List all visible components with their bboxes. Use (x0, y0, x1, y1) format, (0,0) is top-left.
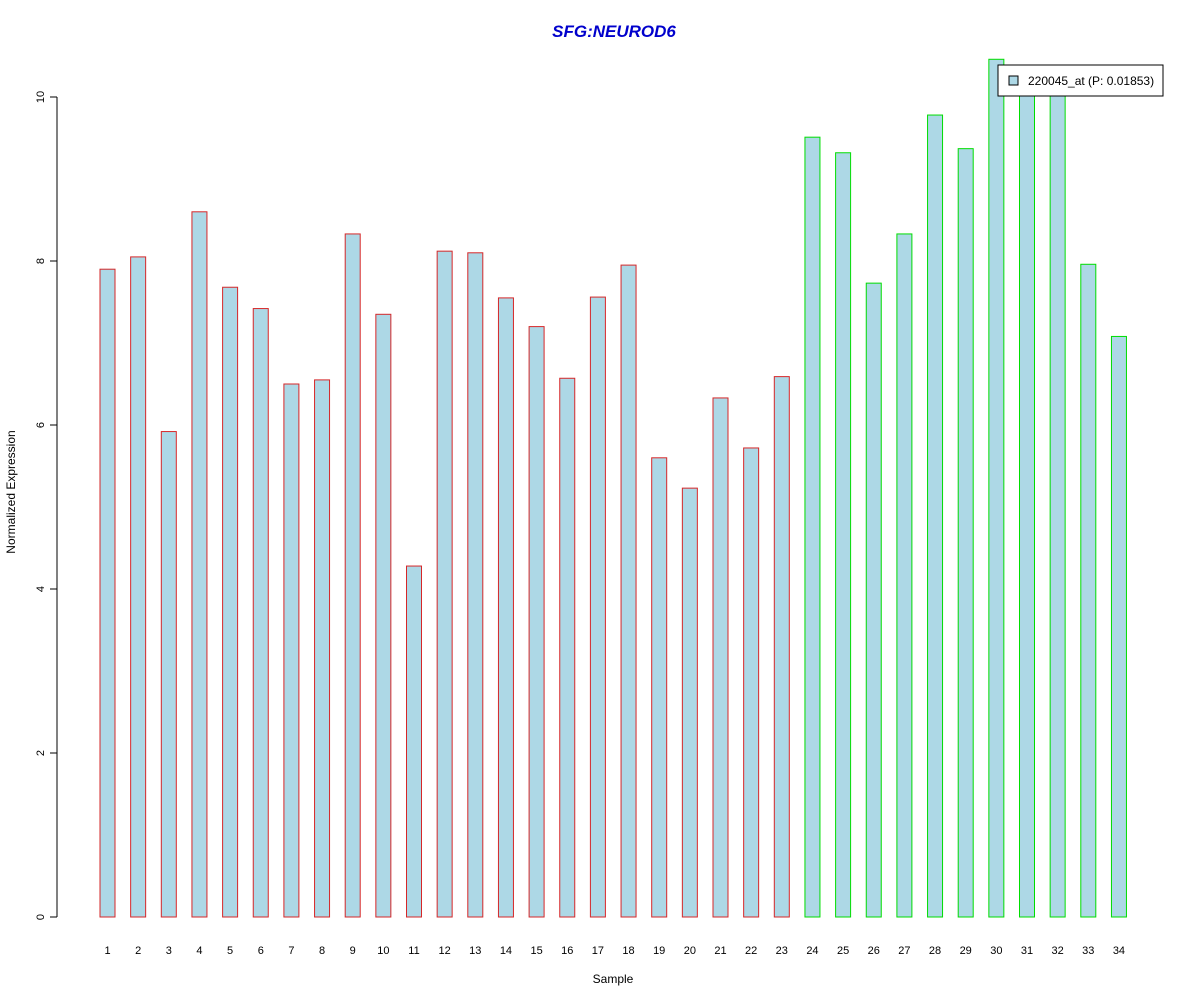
x-tick-label: 3 (166, 945, 172, 957)
bar-sample-27 (896, 233, 913, 918)
legend: 220045_at (P: 0.01853) (997, 64, 1164, 97)
x-tick-label: 32 (1052, 945, 1064, 957)
x-tick-label: 13 (469, 945, 481, 957)
bar-sample-22 (743, 447, 760, 918)
y-tick-label: 8 (35, 258, 47, 264)
bar-sample-12 (436, 250, 453, 918)
bar-sample-28 (927, 114, 944, 918)
bar-sample-16 (559, 377, 576, 918)
y-axis-label: Normalized Expression (4, 430, 18, 553)
bar-sample-7 (283, 383, 300, 918)
y-tick-label: 10 (35, 91, 47, 103)
bar-sample-8 (314, 379, 331, 918)
x-tick-label: 15 (530, 945, 542, 957)
y-tick-label: 4 (35, 586, 47, 592)
bar-sample-25 (835, 152, 852, 918)
bar-sample-3 (160, 431, 177, 918)
x-tick-label: 4 (196, 945, 202, 957)
x-tick-label: 22 (745, 945, 757, 957)
x-tick-label: 18 (622, 945, 634, 957)
bars-group (99, 58, 1127, 918)
bar-sample-31 (1019, 88, 1035, 918)
x-tick-label: 25 (837, 945, 849, 957)
x-tick-label: 19 (653, 945, 665, 957)
x-axis-label: Sample (593, 972, 634, 986)
x-tick-label: 10 (377, 945, 389, 957)
bar-sample-26 (865, 282, 882, 918)
x-tick-label: 9 (350, 945, 356, 957)
x-tick-label: 17 (592, 945, 604, 957)
x-tick-label: 1 (104, 945, 110, 957)
x-axis: 1 2 3 4 5 6 7 8 9 10 11 12 13 14 15 16 17 18 19 20 21 22 23 24 2… (104, 945, 1125, 957)
bar-sample-15 (528, 326, 545, 918)
x-tick-label: 27 (898, 945, 910, 957)
chart-title: SFG:NEUROD6 (552, 22, 676, 41)
x-tick-label: 23 (776, 945, 788, 957)
bar-sample-18 (620, 264, 637, 918)
bar-sample-23 (773, 376, 790, 918)
x-tick-label: 5 (227, 945, 233, 957)
x-tick-label: 7 (288, 945, 294, 957)
bar-sample-5 (222, 286, 239, 918)
bar-sample-34 (1110, 335, 1127, 918)
x-tick-label: 2 (135, 945, 141, 957)
x-tick-label: 12 (439, 945, 451, 957)
bar-sample-4 (191, 211, 208, 918)
legend-swatch (1008, 75, 1019, 86)
bar-sample-21 (712, 397, 729, 918)
bar-sample-24 (804, 136, 821, 918)
y-tick-label: 6 (35, 422, 47, 428)
bar-sample-17 (589, 296, 606, 918)
x-tick-label: 26 (868, 945, 880, 957)
legend-label: 220045_at (P: 0.01853) (1028, 74, 1154, 88)
bar-sample-1 (99, 268, 116, 918)
x-tick-label: 16 (561, 945, 573, 957)
x-tick-label: 28 (929, 945, 941, 957)
x-tick-label: 34 (1113, 945, 1125, 957)
bar-sample-33 (1080, 263, 1097, 918)
bar-sample-13 (467, 252, 484, 918)
bar-sample-11 (406, 565, 422, 918)
x-tick-label: 6 (258, 945, 264, 957)
x-tick-label: 14 (500, 945, 512, 957)
legend-box (997, 64, 1164, 97)
bar-sample-14 (497, 297, 514, 918)
x-tick-label: 11 (408, 945, 419, 957)
x-tick-label: 8 (319, 945, 325, 957)
x-tick-label: 33 (1082, 945, 1094, 957)
bar-sample-9 (344, 233, 361, 918)
x-tick-label: 30 (990, 945, 1002, 957)
x-tick-label: 24 (806, 945, 818, 957)
bar-sample-2 (130, 256, 147, 918)
x-tick-label: 20 (684, 945, 696, 957)
bar-sample-32 (1049, 88, 1066, 918)
bar-sample-29 (957, 148, 974, 918)
y-tick-label: 0 (35, 914, 47, 920)
x-tick-label: 29 (960, 945, 972, 957)
y-axis: 0 2 4 6 8 10 (35, 91, 58, 920)
bar-sample-19 (651, 457, 668, 918)
x-tick-label: 31 (1021, 945, 1033, 957)
y-tick-label: 2 (35, 750, 47, 756)
bar-sample-10 (375, 313, 392, 918)
bar-sample-20 (681, 487, 698, 918)
bar-sample-30 (988, 58, 1005, 918)
x-tick-label: 21 (714, 945, 726, 957)
bar-sample-6 (252, 308, 269, 918)
